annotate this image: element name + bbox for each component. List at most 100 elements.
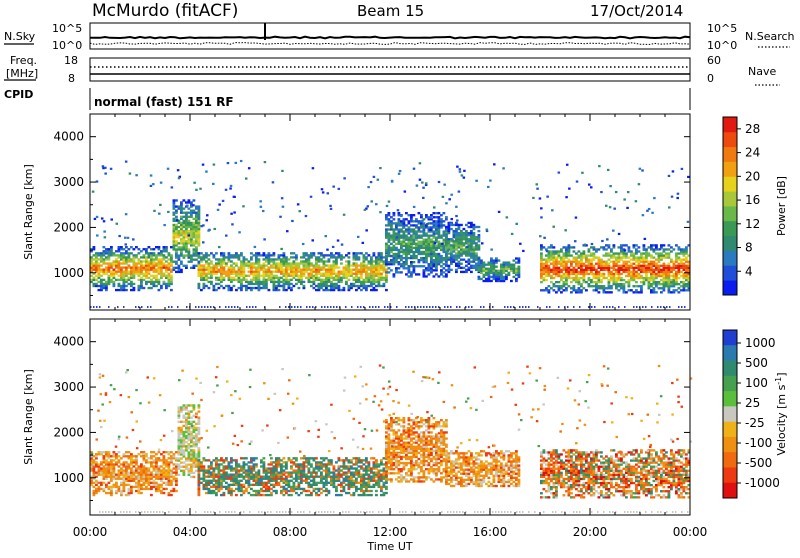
- data-cell: [323, 281, 326, 283]
- data-cell: [545, 279, 548, 281]
- data-cell: [230, 469, 233, 471]
- data-cell: [580, 277, 583, 279]
- data-cell: [165, 260, 168, 262]
- data-cell: [233, 273, 236, 275]
- data-cell: [540, 273, 543, 275]
- data-cell: [193, 443, 196, 445]
- data-cell: [145, 469, 148, 471]
- data-cell: [218, 473, 221, 475]
- data-cell: [593, 281, 596, 283]
- data-cell: [658, 254, 661, 256]
- data-cell: [340, 271, 343, 273]
- data-cell: [435, 247, 438, 249]
- data-cell: [335, 258, 338, 260]
- data-cell: [370, 281, 373, 283]
- data-cell: [605, 269, 608, 271]
- data-cell: [415, 257, 418, 259]
- data-cell: [253, 287, 256, 289]
- data-cell: [170, 256, 173, 258]
- data-cell: [150, 264, 153, 266]
- data-cell: [478, 248, 481, 250]
- data-cell: [183, 433, 186, 435]
- data-cell: [193, 406, 196, 408]
- data-cell: [203, 266, 206, 268]
- data-cell: [125, 461, 128, 463]
- data-cell: [650, 275, 653, 277]
- data-cell: [233, 268, 236, 270]
- data-cell: [643, 246, 646, 248]
- data-cell: [395, 239, 398, 241]
- data-cell: [493, 268, 496, 270]
- data-cell: [218, 476, 221, 478]
- data-cell: [642, 306, 644, 308]
- data-cell: [283, 287, 286, 289]
- data-cell: [515, 257, 518, 259]
- data-cell: [170, 457, 173, 459]
- data-cell: [125, 289, 128, 291]
- data-cell: [463, 238, 466, 240]
- data-cell: [375, 260, 378, 262]
- data-cell: [565, 281, 568, 283]
- data-cell: [171, 306, 173, 308]
- data-cell: [248, 167, 251, 169]
- data-cell: [203, 469, 206, 471]
- data-cell: [318, 279, 321, 281]
- data-cell: [678, 283, 681, 285]
- data-cell: [298, 277, 301, 279]
- data-cell: [233, 271, 236, 273]
- data-cell: [300, 283, 303, 285]
- data-cell: [400, 247, 403, 249]
- data-cell: [188, 220, 191, 222]
- data-cell: [375, 285, 378, 287]
- data-cell: [275, 277, 278, 279]
- data-cell: [188, 248, 191, 250]
- data-cell: [500, 268, 503, 270]
- data-cell: [430, 259, 433, 261]
- data-cell: [245, 279, 248, 281]
- data-cell: [415, 247, 418, 249]
- data-cell: [430, 253, 433, 255]
- data-cell: [158, 273, 161, 275]
- data-cell: [603, 289, 606, 291]
- data-cell: [275, 281, 278, 283]
- data-cell: [125, 469, 128, 471]
- data-cell: [468, 232, 471, 234]
- data-cell: [205, 459, 208, 461]
- data-cell: [485, 268, 488, 270]
- data-cell: [230, 273, 233, 275]
- data-cell: [318, 266, 321, 268]
- data-cell: [548, 273, 551, 275]
- data-cell: [639, 168, 642, 170]
- data-cell: [648, 277, 651, 279]
- data-cell: [240, 285, 243, 287]
- data-cell: [135, 246, 138, 248]
- data-cell: [105, 287, 108, 289]
- data-cell: [315, 285, 318, 287]
- data-cell: [318, 277, 321, 279]
- data-cell: [488, 276, 491, 278]
- data-cell: [665, 273, 668, 275]
- data-cell: [420, 224, 423, 226]
- data-cell: [385, 257, 388, 259]
- data-cell: [438, 245, 441, 247]
- data-cell: [185, 404, 188, 406]
- data-cell: [263, 262, 266, 264]
- data-cell: [578, 250, 581, 252]
- data-cell: [183, 232, 186, 234]
- data-cell: [238, 469, 241, 471]
- data-cell: [295, 268, 298, 270]
- data-cell: [298, 279, 301, 281]
- data-cell: [380, 273, 383, 275]
- data-cell: [335, 252, 338, 254]
- data-cell: [588, 267, 591, 269]
- data-cell: [193, 267, 196, 269]
- data-cell: [606, 306, 608, 308]
- data-cell: [548, 267, 551, 269]
- data-cell: [545, 259, 548, 261]
- data-cell: [683, 287, 686, 289]
- data-cell: [398, 271, 401, 273]
- data-cell: [560, 275, 563, 277]
- data-cell: [430, 239, 433, 241]
- data-cell: [583, 275, 586, 277]
- data-cell: [153, 258, 156, 260]
